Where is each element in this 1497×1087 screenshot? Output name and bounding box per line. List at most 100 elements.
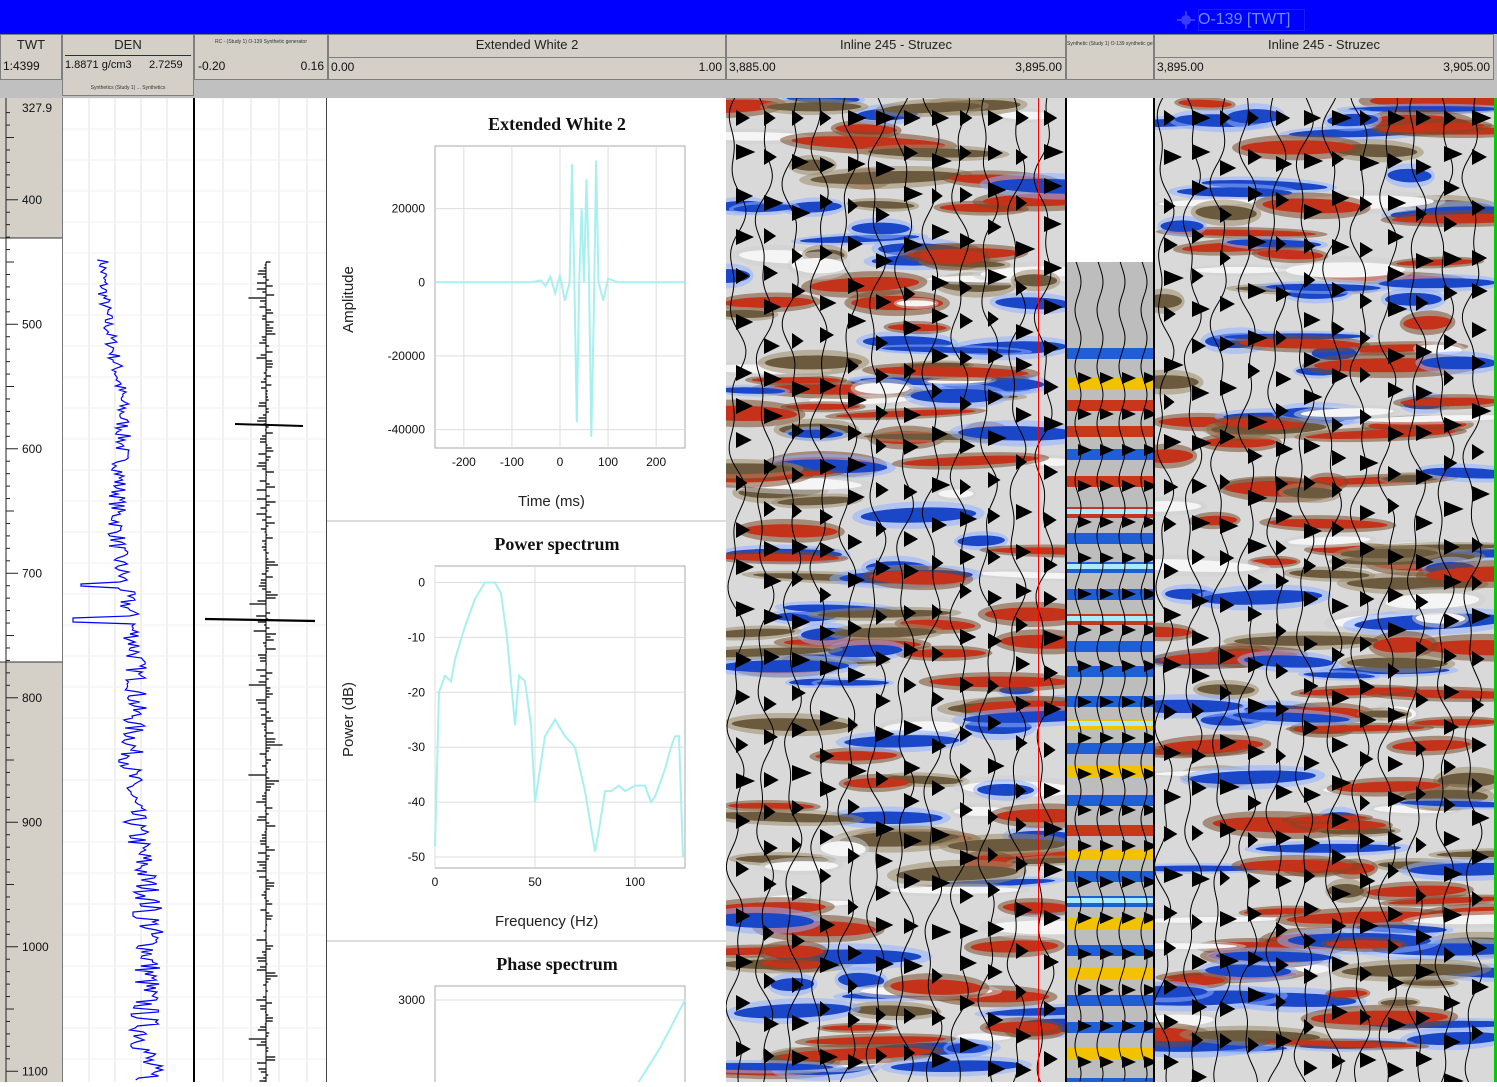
seismic-section-left[interactable] <box>667 90 1144 1083</box>
wiggle-peak <box>1276 784 1293 800</box>
wiggle-peak <box>1360 966 1373 982</box>
wiggle-peak <box>904 833 923 849</box>
seismic-event <box>1230 334 1370 353</box>
wiggle-peak <box>876 771 889 787</box>
wiggle-peak <box>876 438 887 454</box>
seismic-event-core <box>839 831 960 847</box>
wiggle-peak <box>1276 508 1293 524</box>
synthetic-peak <box>1122 768 1136 780</box>
header-den[interactable]: DEN 1.8871 g/cm3 2.7259 Synthetics (Stud… <box>62 34 194 96</box>
wiggle-peak <box>820 542 835 558</box>
header-wavelet[interactable]: Extended White 2 0.00 1.00 <box>328 34 726 80</box>
seismic-event-core <box>1240 140 1355 155</box>
wiggle-peak <box>1388 301 1408 317</box>
wiggle-peak <box>736 398 753 414</box>
seismic-event-core <box>718 660 850 673</box>
synthetic-peak <box>1144 444 1158 456</box>
well-title[interactable]: O-139 [TWT] <box>1176 9 1305 31</box>
wiggle-peak <box>988 269 1008 285</box>
wiggle-peak <box>1276 192 1290 208</box>
seismic-event-core <box>1215 951 1333 962</box>
seismic-event-core <box>851 222 910 235</box>
synthetic-track[interactable] <box>1066 98 1158 1087</box>
density-track[interactable] <box>63 97 193 1082</box>
wiggle-peak <box>1248 574 1263 590</box>
synthetic-peak <box>1078 804 1092 816</box>
seismic-event-core <box>791 258 846 274</box>
wiggle-peak <box>876 651 891 667</box>
wiggle-peak <box>960 955 978 971</box>
wiggle-peak <box>988 633 1003 649</box>
wiggle-peak <box>960 677 974 693</box>
synthetic-trace <box>1118 261 1126 1082</box>
synthetic-band <box>1066 616 1154 621</box>
synthetic-peak <box>1100 588 1114 600</box>
wiggle-peak <box>988 1012 1004 1028</box>
synthetic-peak <box>1122 444 1136 456</box>
wiggle-peak <box>1192 825 1204 841</box>
wiggle-peak <box>988 1061 1006 1077</box>
wiggle-peak <box>1044 910 1062 926</box>
seismic-event <box>759 98 869 116</box>
wiggle-peak <box>904 918 919 934</box>
twt-track[interactable]: 327.9 400 500 600 700 800 900 1000 1100 <box>0 98 63 1085</box>
seismic-event-core <box>902 455 1039 467</box>
header-twt[interactable]: TWT 1:4399 <box>0 34 62 80</box>
wiggle-peak <box>820 424 835 440</box>
marker-line[interactable] <box>1038 98 1039 1082</box>
seismic-event-core <box>833 627 937 638</box>
wiggle-peak <box>1248 744 1266 760</box>
wiggle-peak <box>1444 334 1458 350</box>
seismic-event-core <box>817 609 952 618</box>
wiggle-peak <box>1276 156 1293 172</box>
seismic-event <box>1232 134 1363 161</box>
synthetic-band <box>1066 476 1154 487</box>
wiggle-peak <box>1444 1034 1461 1050</box>
header-rc[interactable]: RC - (Study 1) O-139 Synthetic generator… <box>194 34 328 80</box>
wiggle-peak <box>904 642 919 658</box>
wiggle-peak <box>1192 478 1208 494</box>
seismic-event-core <box>1285 262 1406 278</box>
seismic-section-right[interactable] <box>1103 86 1497 1087</box>
twt-tick-label: 1000 <box>22 940 49 954</box>
wiggle-peak <box>848 1012 861 1028</box>
header-seismic-1[interactable]: Inline 245 - Struzec 3,885.00 3,895.00 <box>726 34 1066 80</box>
wiggle-peak <box>876 560 891 576</box>
wiggle-peak <box>1388 466 1402 482</box>
synthetic-band <box>1066 1078 1154 1087</box>
seismic-event-core <box>1437 772 1497 788</box>
wiggle-peak <box>1248 951 1264 967</box>
wiggle-peak <box>1164 149 1183 165</box>
wiggle-peak <box>820 378 837 394</box>
wiggle-peak <box>1164 479 1179 495</box>
header-synthetic[interactable]: Synthetic (Study 1) O-139 synthetic gene… <box>1066 34 1154 80</box>
wiggle-peak <box>932 827 951 843</box>
rc-track[interactable] <box>195 97 326 1082</box>
seismic-event-core <box>1251 558 1298 566</box>
header-seismic-2[interactable]: Inline 245 - Struzec 3,895.00 3,905.00 <box>1154 34 1494 80</box>
wiggle-trace <box>1033 97 1055 1083</box>
wiggle-peak <box>1276 748 1287 764</box>
wiggle-peak <box>848 667 866 683</box>
wiggle-peak <box>1416 929 1433 945</box>
synthetic-peak <box>1122 372 1136 384</box>
wiggle-peak <box>1220 597 1235 613</box>
header-wavelet-min: 0.00 <box>331 60 355 74</box>
wiggle-peak <box>848 236 864 252</box>
seismic-event-core <box>1408 862 1497 876</box>
seismic-event <box>1207 947 1342 967</box>
wiggle-peak <box>1388 791 1407 807</box>
wiggle-peak <box>876 956 895 972</box>
wiggle-peak <box>1164 394 1175 410</box>
wiggle-peak <box>1332 482 1343 498</box>
seismic-event-core <box>1178 99 1232 108</box>
wiggle-peak <box>1044 557 1058 573</box>
wiggle-peak <box>1304 678 1319 694</box>
wiggle-peak <box>1164 563 1179 579</box>
header-divider <box>1155 57 1493 58</box>
wiggle-peak <box>1388 975 1405 991</box>
seismic-event-core <box>1137 916 1281 923</box>
wiggle-peak <box>792 571 804 587</box>
synthetic-peak <box>1144 552 1158 564</box>
wiggle-peak <box>1164 704 1178 720</box>
